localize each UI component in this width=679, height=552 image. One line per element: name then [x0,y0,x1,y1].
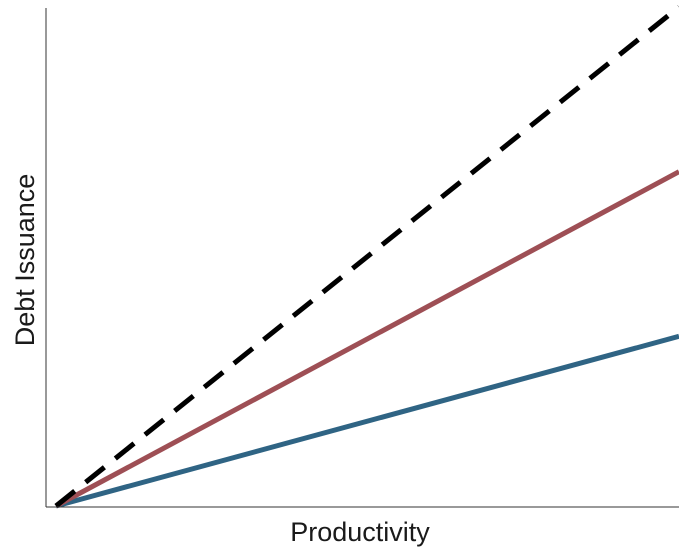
plot-series [54,5,679,509]
series-line-2 [54,169,679,509]
x-axis-label: Productivity [290,517,430,547]
series-line-3 [55,333,679,509]
series-line-1 [54,5,679,508]
y-axis-label: Debt Issuance [10,174,40,347]
